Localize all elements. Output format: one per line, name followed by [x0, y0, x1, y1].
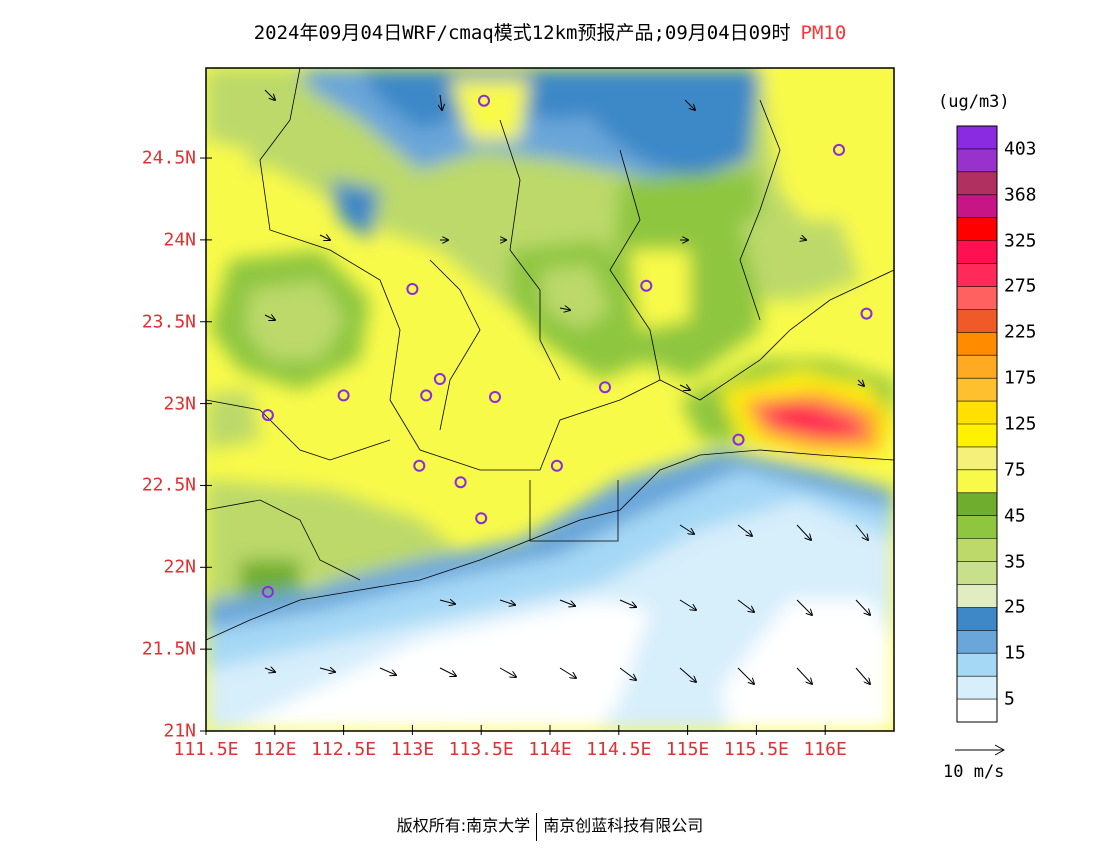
colorbar-swatch — [957, 309, 997, 333]
station-marker — [420, 389, 433, 402]
station-marker — [261, 409, 274, 422]
map-title: 2024年09月04日WRF/cmaq模式12km预报产品;09月04日09时 P… — [0, 18, 1100, 45]
colorbar-label: 45 — [1004, 505, 1026, 527]
colorbar — [956, 125, 998, 723]
colorbar-label: 75 — [1004, 459, 1026, 481]
colorbar-swatch — [957, 630, 997, 654]
lat-label: 23N — [163, 393, 196, 415]
colorbar-swatch — [957, 584, 997, 608]
colorbar-swatch — [957, 240, 997, 265]
lat-label: 23.5N — [141, 311, 196, 333]
lon-label: 112E — [253, 739, 297, 760]
colorbar-units: (ug/m3) — [938, 92, 1010, 112]
station-marker — [550, 459, 563, 472]
colorbar-label: 5 — [1004, 688, 1015, 710]
colorbar-swatch — [957, 148, 997, 173]
station-marker — [475, 512, 488, 525]
axis-ticks — [200, 157, 826, 735]
copyright-footer: 版权所有:南京大学 南京创蓝科技有限公司 — [0, 812, 1100, 841]
station-marker — [454, 476, 467, 489]
colorbar-swatch — [957, 378, 997, 402]
colorbar-frame — [956, 125, 998, 723]
colorbar-swatch — [957, 424, 997, 448]
colorbar-swatch — [957, 492, 997, 517]
lon-label: 113E — [390, 739, 435, 760]
vector-legend-arrow — [955, 744, 1006, 756]
station-marker — [732, 433, 745, 446]
lat-label: 24.5N — [141, 147, 196, 169]
colorbar-swatch — [957, 171, 997, 196]
colorbar-swatch — [957, 653, 997, 677]
colorbar-label: 15 — [1004, 642, 1026, 664]
colorbar-label: 325 — [1004, 230, 1037, 252]
footer-right: 南京创蓝科技有限公司 — [543, 816, 704, 835]
colorbar-swatch — [957, 446, 997, 471]
lat-label: 22.5N — [141, 474, 196, 496]
station-marker — [413, 459, 426, 472]
station-marker — [599, 381, 611, 394]
colorbar-label: 125 — [1004, 413, 1037, 435]
lat-label: 21N — [163, 720, 196, 742]
station-marker — [337, 389, 350, 402]
lon-label: 112.5E — [311, 739, 377, 760]
colorbar-label: 35 — [1004, 551, 1026, 573]
lon-label: 115.5E — [723, 739, 789, 760]
station-marker — [406, 283, 419, 295]
colorbar-swatch — [957, 126, 997, 150]
colorbar-label: 403 — [1004, 138, 1037, 160]
colorbar-swatch — [957, 515, 997, 540]
colorbar-swatch — [957, 469, 997, 494]
lon-label: 114E — [528, 739, 572, 760]
footer-left: 版权所有:南京大学 — [396, 816, 531, 835]
lon-label: 115E — [665, 739, 710, 760]
colorbar-swatch — [957, 676, 997, 700]
colorbar-swatch — [957, 607, 997, 631]
lon-label: 116E — [803, 739, 847, 760]
station-marker — [860, 307, 873, 320]
station-markers — [261, 94, 873, 598]
colorbar-swatch — [957, 699, 997, 723]
lat-label: 21.5N — [141, 638, 196, 660]
station-marker — [640, 279, 653, 292]
vector-legend-label: 10 m/s — [943, 762, 1005, 782]
station-marker — [433, 373, 446, 385]
lat-label: 22N — [163, 556, 196, 578]
colorbar-label: 225 — [1004, 321, 1037, 343]
title-main: 2024年09月04日WRF/cmaq模式12km预报产品;09月04日09时 — [253, 22, 791, 44]
colorbar-swatch — [957, 217, 997, 242]
admin-boundaries — [206, 68, 894, 641]
colorbar-label: 25 — [1004, 596, 1026, 618]
colorbar-swatch — [957, 355, 997, 379]
colorbar-label: 175 — [1004, 367, 1037, 389]
lat-label: 24N — [163, 229, 196, 251]
lon-label: 113.5E — [448, 739, 514, 760]
colorbar-swatch — [957, 194, 997, 219]
station-marker — [833, 143, 845, 156]
colorbar-swatch — [957, 538, 997, 563]
station-marker — [261, 585, 274, 598]
lon-label: 111.5E — [173, 739, 239, 760]
station-marker — [478, 94, 490, 107]
wind-vectors — [264, 89, 870, 684]
colorbar-label: 275 — [1004, 275, 1037, 297]
map-field — [206, 68, 894, 731]
colorbar-swatch — [957, 286, 997, 310]
colorbar-swatch — [957, 263, 997, 287]
station-marker — [489, 391, 501, 403]
title-pollutant: PM10 — [800, 22, 847, 44]
colorbar-swatch — [957, 401, 997, 425]
colorbar-label: 368 — [1004, 184, 1037, 206]
colorbar-swatch — [957, 332, 997, 356]
footer-divider — [536, 812, 538, 841]
lon-label: 114.5E — [586, 739, 652, 760]
colorbar-swatch — [957, 561, 997, 585]
